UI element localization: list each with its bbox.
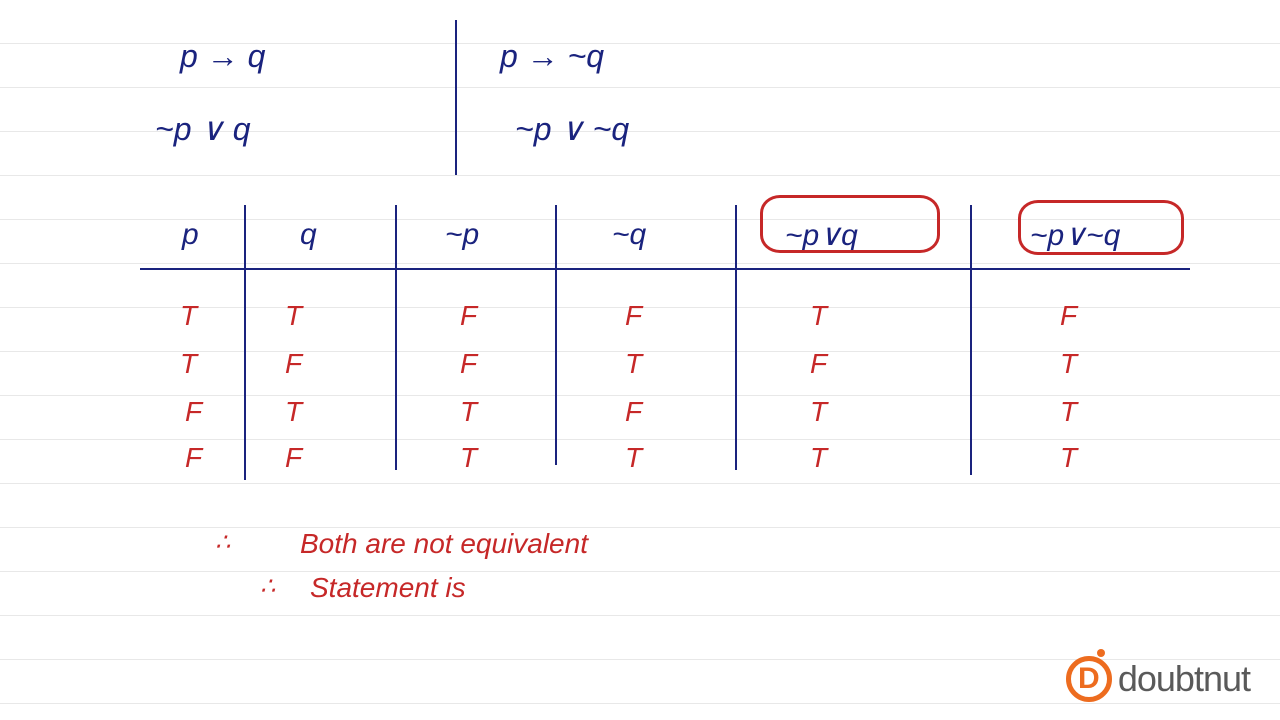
cell-r1c6: F [1060,300,1077,332]
cell-r1c4: F [625,300,642,332]
th-notp: ~p [445,218,479,252]
th-notp-or-notq: ~p∨~q [1030,218,1120,253]
therefore-2: ∴ [260,572,275,601]
th-p: p [182,218,199,252]
cell-r2c4: T [625,348,642,380]
cell-r1c3: F [460,300,477,332]
cell-r3c3: T [460,396,477,428]
cell-r3c5: T [810,396,827,428]
brand-text: doubtnut [1118,658,1250,700]
cell-r4c5: T [810,442,827,474]
brand-logo: D doubtnut [1066,656,1250,702]
vline-1 [244,205,246,480]
cell-r1c5: T [810,300,827,332]
page-content: p → q ~p ∨ q p → ~q ~p ∨ ~q p q ~p ~q ~p… [0,0,1280,720]
cell-r4c6: T [1060,442,1077,474]
cell-r2c5: F [810,348,827,380]
expr-right-top: p → ~q [500,38,604,75]
cell-r4c4: T [625,442,642,474]
conclusion-line1: Both are not equivalent [300,528,588,560]
expr-left-top: p → q [180,38,265,75]
therefore-1: ∴ [215,528,230,557]
expr-divider [455,20,457,175]
table-hline [140,268,1190,270]
cell-r2c1: T [180,348,197,380]
cell-r3c1: F [185,396,202,428]
cell-r4c3: T [460,442,477,474]
cell-r2c2: F [285,348,302,380]
cell-r1c1: T [180,300,197,332]
expr-right-bottom: ~p ∨ ~q [515,110,629,148]
th-notp-or-q: ~p∨q [785,218,858,253]
cell-r3c4: F [625,396,642,428]
th-q: q [300,218,317,252]
cell-r4c1: F [185,442,202,474]
vline-3 [555,205,557,465]
vline-5 [970,205,972,475]
cell-r2c6: T [1060,348,1077,380]
vline-4 [735,205,737,470]
cell-r3c2: T [285,396,302,428]
cell-r4c2: F [285,442,302,474]
th-notq: ~q [612,218,646,252]
cell-r1c2: T [285,300,302,332]
conclusion-line2: Statement is [310,572,466,604]
vline-2 [395,205,397,470]
cell-r2c3: F [460,348,477,380]
brand-icon: D [1066,656,1112,702]
expr-left-bottom: ~p ∨ q [155,110,250,148]
cell-r3c6: T [1060,396,1077,428]
